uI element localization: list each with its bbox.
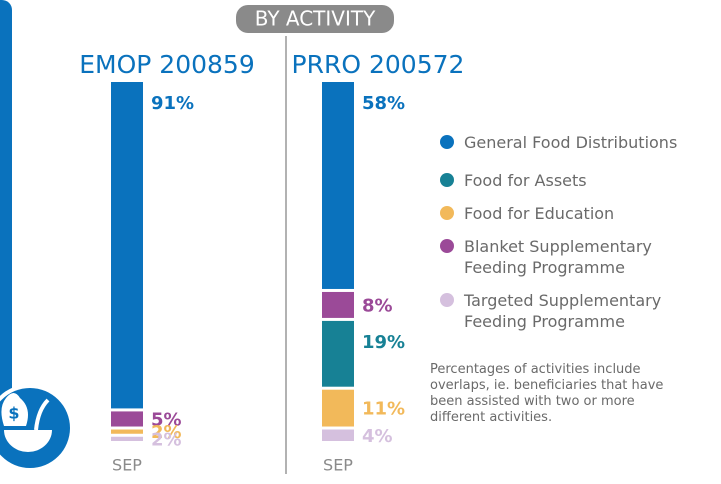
note: Percentages of activities include overla… (430, 362, 664, 425)
header-pill (236, 5, 394, 33)
bar-segment (111, 436, 143, 441)
bar-segment (322, 320, 354, 387)
legend-label: Targeted Supplementary Feeding Programme (464, 291, 662, 331)
legend-label: General Food Distributions (464, 133, 678, 152)
legend-swatch (440, 173, 454, 187)
section-title: BY ACTIVITY (255, 7, 376, 31)
value-label: 2% (151, 429, 182, 450)
x-tick-label: SEP (112, 456, 142, 475)
legend-swatch (440, 239, 454, 253)
legend-item: Food for Education (440, 203, 705, 224)
value-label: 19% (362, 332, 405, 353)
legend-item: Targeted Supplementary Feeding Programme (440, 290, 705, 332)
bar-segment (322, 429, 354, 441)
legend-item: Food for Assets (440, 170, 705, 191)
svg-text:$: $ (8, 404, 19, 423)
value-label: 11% (362, 399, 405, 420)
legend-label: Blanket Supplementary Feeding Programme (464, 237, 652, 277)
side-panel (0, 0, 12, 410)
legend-label: Food for Assets (464, 171, 587, 190)
bar-segment (322, 291, 354, 318)
bar-segment (111, 82, 143, 409)
value-label: 8% (362, 295, 393, 316)
icon: $ (0, 384, 74, 472)
value-label: 91% (151, 93, 194, 114)
legend-label: Food for Education (464, 204, 615, 223)
value-label: 4% (362, 426, 393, 447)
x-tick-label: SEP (323, 456, 353, 475)
value-label: 2% (151, 422, 182, 443)
bar-segment (322, 82, 354, 289)
value-label: 5% (151, 409, 182, 430)
legend-swatch (440, 135, 454, 149)
bar-segment (322, 389, 354, 427)
legend-item: Blanket Supplementary Feeding Programme (440, 236, 705, 278)
bar-segment (111, 411, 143, 427)
bar-title: EMOP 200859 (79, 50, 255, 79)
legend-swatch (440, 293, 454, 307)
legend-swatch (440, 206, 454, 220)
legend-item: General Food Distributions (440, 132, 705, 153)
bar-segment (111, 429, 143, 434)
bar-title: PRRO 200572 (292, 50, 465, 79)
value-label: 58% (362, 93, 405, 114)
